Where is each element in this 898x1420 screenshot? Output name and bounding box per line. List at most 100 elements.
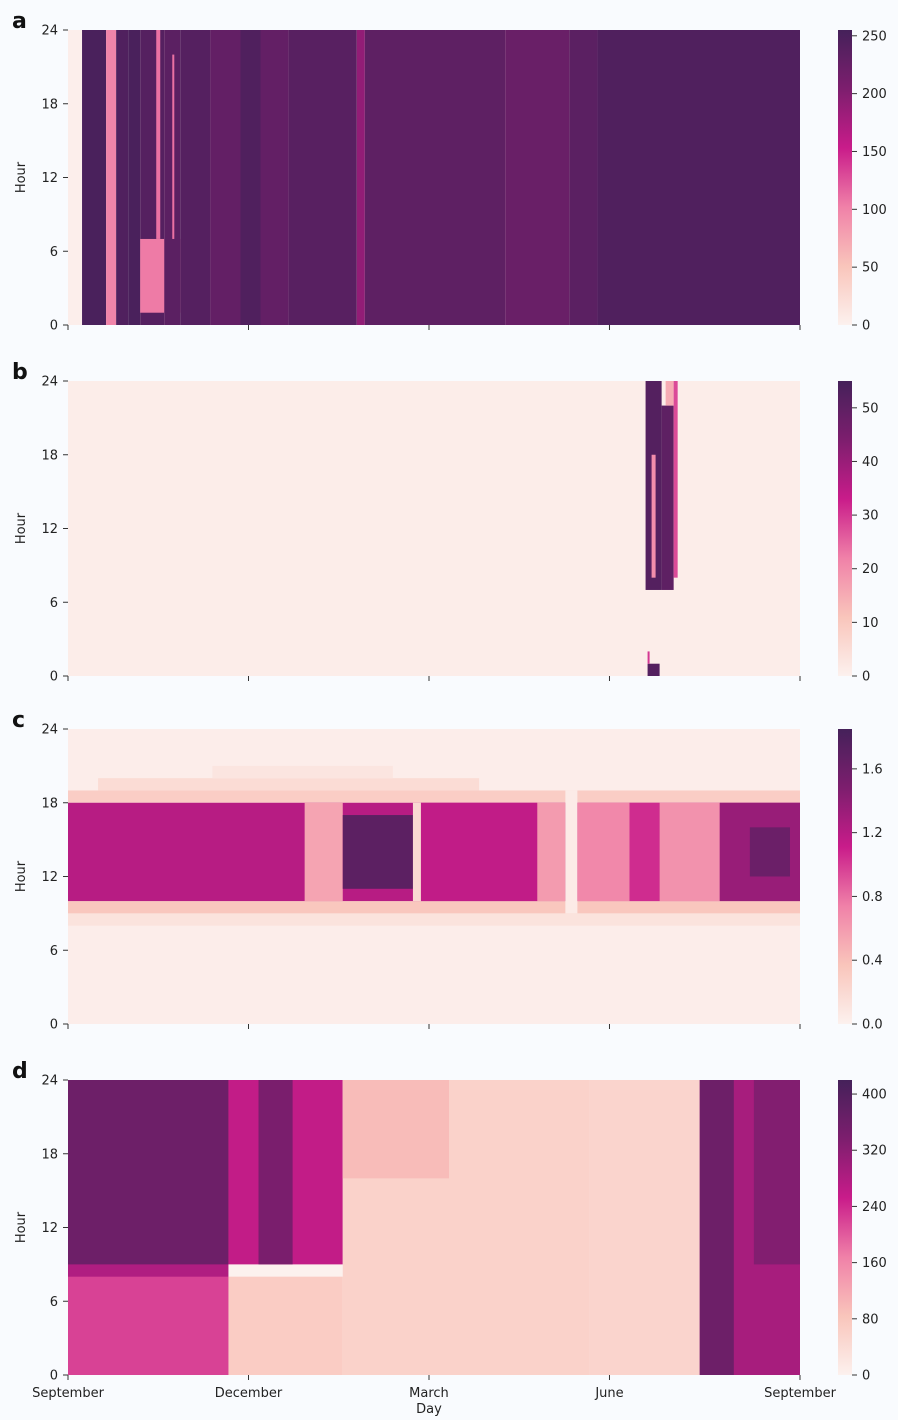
heatmap-cell <box>505 30 570 325</box>
heatmap-cell <box>665 381 674 406</box>
panel-letter-d: d <box>12 1059 28 1084</box>
y-tick-label: 24 <box>41 375 58 390</box>
heatmap-cell <box>647 663 660 676</box>
heatmap-cell <box>753 1080 800 1265</box>
heatmap-cell <box>68 901 800 914</box>
colorbar-tick-label: 240 <box>862 1200 887 1215</box>
heatmap-cell <box>82 30 107 325</box>
y-tick-label: 24 <box>41 24 58 39</box>
panel-b: b 0 6 12 18 24 Hour 0 10 20 30 40 50 <box>12 360 879 685</box>
heatmap-cell <box>589 1080 700 1375</box>
colorbar-tick-label: 400 <box>862 1088 887 1103</box>
y-tick-label: 12 <box>41 171 58 186</box>
y-tick-label: 24 <box>41 723 58 738</box>
colorbar-tick-label: 20 <box>862 562 879 577</box>
heatmap-cell <box>659 802 720 902</box>
heatmap-cell <box>68 1080 229 1265</box>
colorbar-tick-label: 320 <box>862 1144 887 1159</box>
panel-letter-a: a <box>12 9 27 34</box>
heatmap-cell <box>699 1080 734 1375</box>
y-tick-label: 6 <box>50 245 58 260</box>
y-tick-label: 18 <box>41 97 58 112</box>
x-axis-label: Day <box>416 1402 442 1417</box>
heatmap-cell <box>673 381 678 578</box>
x-tick-label: September <box>764 1386 837 1401</box>
colorbar-tick-label: 10 <box>862 616 879 631</box>
y-tick-label: 0 <box>50 1018 58 1033</box>
heatmap-cell <box>569 30 598 325</box>
colorbar-tick-label: 0 <box>862 670 870 685</box>
colorbar-tick-label: 80 <box>862 1312 879 1327</box>
heatmap-cell <box>68 381 800 676</box>
colorbar-tick-label: 100 <box>862 203 887 218</box>
heatmap-cell <box>68 913 800 926</box>
colorbar-tick-label: 40 <box>862 455 879 470</box>
heatmap-cell <box>212 765 393 779</box>
heatmap-cell <box>651 454 656 578</box>
colorbar-tick-label: 50 <box>862 261 879 276</box>
colorbar <box>838 30 852 325</box>
colorbar-tick-label: 1.6 <box>862 762 883 777</box>
panel-c: c 0 6 12 18 24 Hour 0.0 0.4 0.8 1.2 1.6 <box>12 708 883 1033</box>
colorbar-tick-label: 50 <box>862 401 879 416</box>
heatmap-cell <box>180 30 211 325</box>
y-tick-label: 18 <box>41 796 58 811</box>
heatmap-cell <box>156 30 161 239</box>
y-tick-label: 12 <box>41 1221 58 1236</box>
y-tick-label: 18 <box>41 448 58 463</box>
y-tick-label: 6 <box>50 1295 58 1310</box>
colorbar-tick-label: 0 <box>862 319 870 334</box>
panel-letter-c: c <box>12 708 25 733</box>
x-tick-label: March <box>409 1386 449 1401</box>
heatmap-cell <box>128 30 141 325</box>
heatmap-cell <box>342 815 413 889</box>
y-tick-label: 6 <box>50 944 58 959</box>
heatmap-cell <box>647 651 650 664</box>
panel-d: d 0 6 12 18 24 Hour September December March June S… <box>12 1059 887 1417</box>
y-axis-label: Hour <box>14 1211 29 1243</box>
heatmap-cell <box>364 30 506 325</box>
y-axis-label: Hour <box>14 512 29 544</box>
heatmap-cell <box>258 1080 293 1265</box>
heatmap-cell <box>172 54 175 239</box>
heatmap-cell <box>68 790 800 803</box>
panel-letter-b: b <box>12 360 28 385</box>
colorbar <box>838 381 852 676</box>
x-tick-label: December <box>215 1386 283 1401</box>
y-tick-label: 24 <box>41 1074 58 1089</box>
y-tick-label: 0 <box>50 670 58 685</box>
y-tick-label: 0 <box>50 1369 58 1384</box>
y-tick-label: 18 <box>41 1147 58 1162</box>
heatmap-cell <box>304 802 343 902</box>
x-tick-label: September <box>32 1386 105 1401</box>
heatmap-cell <box>577 802 630 902</box>
heatmap-cell <box>106 30 117 325</box>
heatmap-cell <box>288 30 357 325</box>
colorbar-tick-label: 1.2 <box>862 826 883 841</box>
colorbar-tick-label: 0 <box>862 1369 870 1384</box>
y-axis-label: Hour <box>14 161 29 193</box>
colorbar-tick-label: 0.4 <box>862 954 883 969</box>
heatmap-cell <box>240 30 261 325</box>
heatmap-cell <box>98 778 480 791</box>
y-tick-label: 12 <box>41 870 58 885</box>
heatmap-cell <box>661 405 674 590</box>
colorbar-tick-label: 0.0 <box>862 1018 883 1033</box>
heatmap-cell <box>629 802 660 902</box>
heatmap-cell <box>356 30 365 325</box>
heatmap-cell <box>342 1080 450 1179</box>
colorbar <box>838 729 852 1024</box>
heatmap-cell <box>420 802 538 902</box>
colorbar-tick-label: 200 <box>862 87 887 102</box>
y-tick-label: 0 <box>50 319 58 334</box>
y-axis-label: Hour <box>14 860 29 892</box>
heatmap-cell <box>412 802 421 902</box>
heatmap-cell <box>68 1276 229 1375</box>
heatmap-cell <box>537 802 566 902</box>
colorbar <box>838 1080 852 1375</box>
heatmap-cell <box>565 790 578 914</box>
x-tick-label: June <box>594 1386 623 1401</box>
y-tick-label: 12 <box>41 522 58 537</box>
heatmap-cell <box>597 30 800 325</box>
